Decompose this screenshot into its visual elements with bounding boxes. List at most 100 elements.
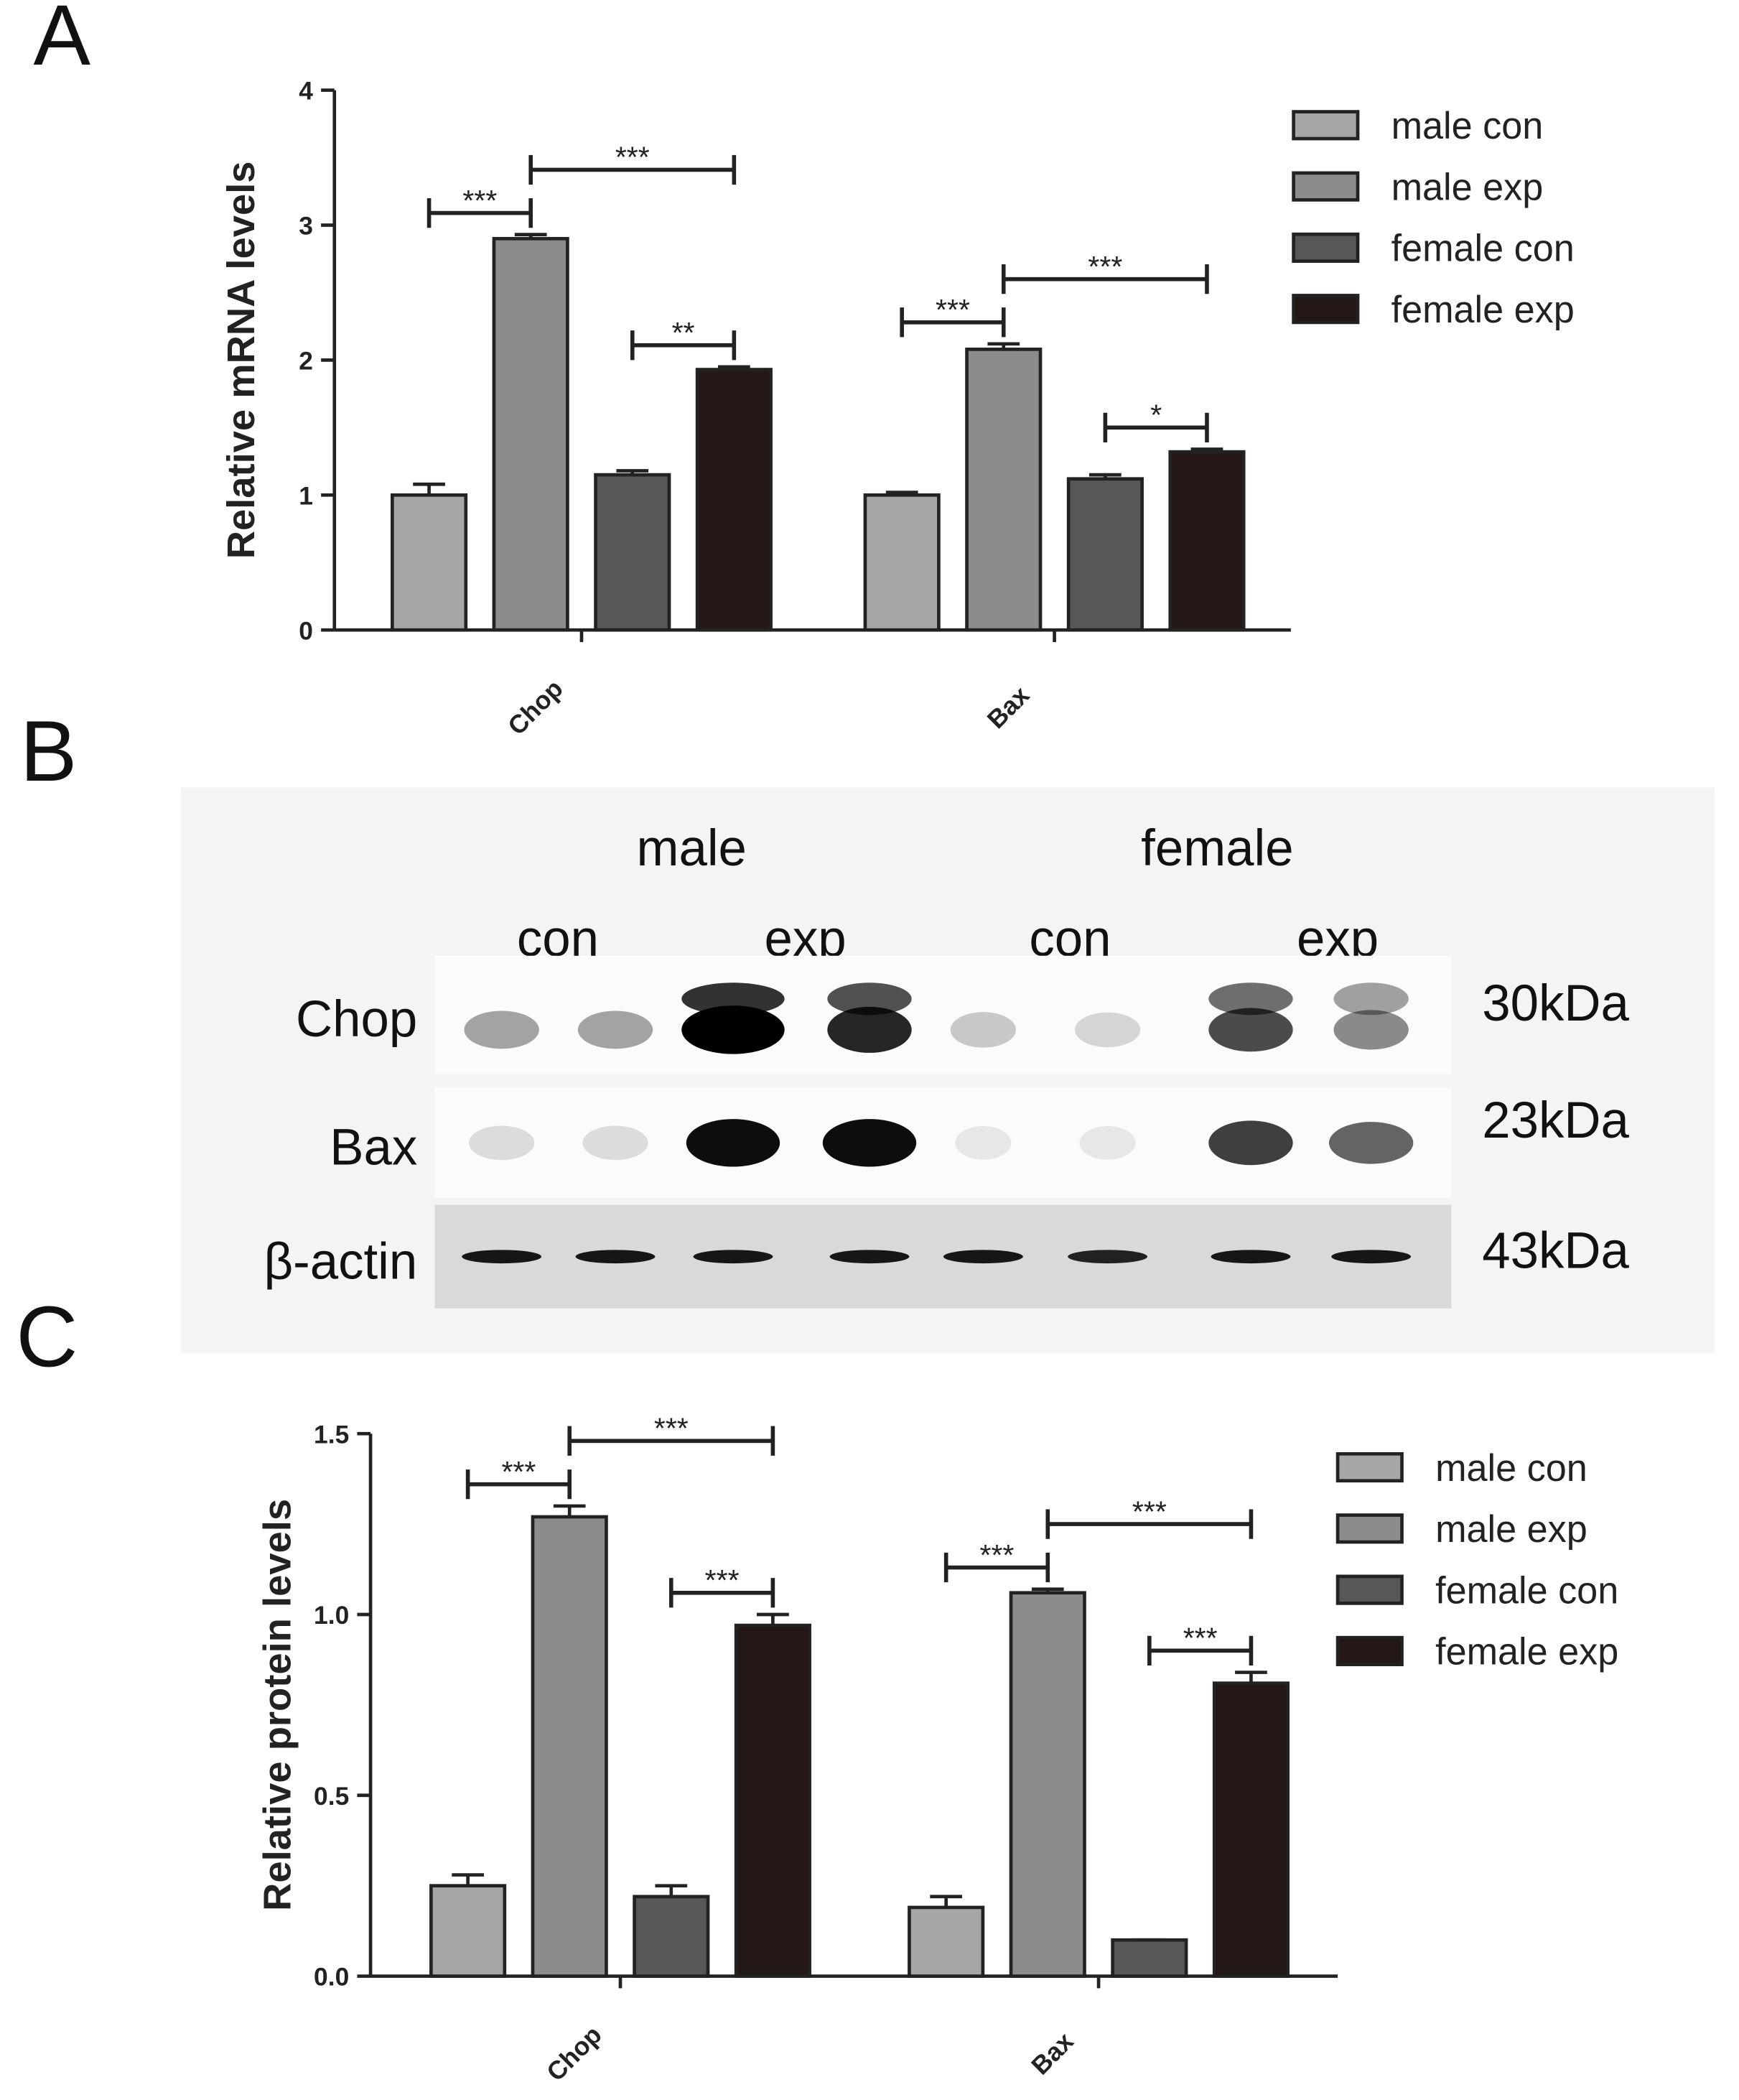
size-label: 23kDa xyxy=(1482,1092,1629,1149)
bracket xyxy=(943,1552,1050,1583)
legend-label: female exp xyxy=(1391,289,1575,331)
error-bar xyxy=(930,1895,963,1908)
blot-band xyxy=(469,1125,535,1161)
group-label: female xyxy=(1141,820,1293,877)
blot-band xyxy=(1211,1250,1291,1264)
panel-letter: B xyxy=(20,704,78,799)
legend-swatch xyxy=(1335,1574,1404,1605)
significance-label: *** xyxy=(462,184,497,217)
legend-swatch xyxy=(1335,1635,1404,1666)
blot-band xyxy=(1208,1008,1293,1052)
error-bar xyxy=(757,1612,789,1626)
blot-band xyxy=(822,1119,917,1167)
legend-label: male exp xyxy=(1435,1509,1588,1551)
bracket xyxy=(567,1426,775,1456)
blot-strip xyxy=(434,955,1452,1074)
bar xyxy=(1168,450,1246,632)
legend-swatch xyxy=(1292,232,1360,263)
bar xyxy=(594,473,671,632)
protein-label: β-actin xyxy=(264,1233,417,1290)
y-tick-label: 0 xyxy=(299,616,313,645)
blot-band xyxy=(1074,1012,1141,1048)
legend-swatch xyxy=(1335,1451,1404,1483)
blot-band xyxy=(1068,1250,1148,1264)
bracket xyxy=(1045,1509,1254,1539)
legend-swatch xyxy=(1292,110,1360,141)
bar xyxy=(695,368,773,632)
legend-label: female con xyxy=(1391,228,1575,269)
blot-band xyxy=(827,1006,912,1053)
blot-band xyxy=(693,1250,773,1264)
blot-band xyxy=(1331,1250,1412,1264)
bracket xyxy=(630,330,737,361)
y-tick-label: 1 xyxy=(299,481,313,510)
x-tick-label: Bax xyxy=(1026,2027,1079,2081)
protein-label: Bax xyxy=(330,1119,417,1176)
bar xyxy=(863,493,941,632)
blot-band xyxy=(943,1250,1023,1264)
bracket xyxy=(465,1469,572,1500)
bar xyxy=(633,1895,710,1978)
significance-label: *** xyxy=(501,1455,536,1488)
blot-band xyxy=(575,1250,656,1264)
blot-band xyxy=(1333,1010,1409,1050)
legend-label: male exp xyxy=(1391,167,1544,208)
y-tick-label: 1.5 xyxy=(314,1420,349,1449)
significance-label: *** xyxy=(1132,1495,1167,1528)
x-tick-label: Chop xyxy=(503,674,569,741)
bar xyxy=(965,348,1043,632)
size-label: 30kDa xyxy=(1482,975,1629,1032)
bracket xyxy=(900,307,1006,338)
bracket xyxy=(1001,264,1209,294)
legend-swatch xyxy=(1292,294,1360,325)
bar xyxy=(1111,1938,1188,1978)
significance-label: *** xyxy=(1183,1621,1218,1654)
group-label: male xyxy=(636,820,746,877)
legend-swatch xyxy=(1292,171,1360,202)
y-tick-label: 2 xyxy=(299,346,313,375)
bracket xyxy=(1103,412,1209,442)
blot-band xyxy=(577,1010,653,1049)
bar xyxy=(1212,1681,1290,1978)
bar xyxy=(492,236,569,632)
blot-band xyxy=(1079,1125,1136,1160)
panel-letter: C xyxy=(16,1289,78,1385)
panel-letter: A xyxy=(34,0,91,83)
bracket xyxy=(426,198,533,228)
blot-band xyxy=(464,1010,539,1049)
legend-label: male con xyxy=(1391,106,1544,147)
blot-band xyxy=(827,982,912,1016)
blot-band xyxy=(1328,1122,1414,1164)
significance-label: *** xyxy=(654,1411,689,1444)
y-tick-label: 0.5 xyxy=(314,1782,349,1811)
significance-label: *** xyxy=(980,1538,1015,1571)
blot-band xyxy=(686,1119,780,1167)
protein-label: Chop xyxy=(296,991,417,1048)
blot-band xyxy=(1333,982,1409,1016)
y-tick-label: 4 xyxy=(299,77,313,106)
legend-label: female exp xyxy=(1435,1632,1618,1673)
bracket xyxy=(528,154,737,185)
significance-label: ** xyxy=(672,316,695,349)
error-bar xyxy=(452,1873,484,1886)
x-tick-label: Chop xyxy=(541,2020,607,2087)
bar xyxy=(908,1905,985,1978)
bar xyxy=(429,1884,507,1978)
y-tick-label: 3 xyxy=(299,212,313,241)
blot-band xyxy=(582,1125,648,1161)
legend-swatch xyxy=(1335,1513,1404,1544)
significance-label: *** xyxy=(936,293,970,326)
error-bar xyxy=(553,1504,586,1518)
blot-band xyxy=(1208,982,1293,1016)
bar xyxy=(734,1623,811,1978)
significance-label: *** xyxy=(1088,250,1122,283)
significance-label: *** xyxy=(615,141,650,174)
bar xyxy=(531,1515,608,1978)
bracket xyxy=(1147,1635,1254,1665)
error-bar xyxy=(655,1884,688,1897)
blot-band xyxy=(681,1005,785,1054)
blot-band xyxy=(462,1250,542,1264)
y-axis-label: Relative protein levels xyxy=(256,1499,299,1911)
blot-band xyxy=(955,1125,1012,1160)
error-bar xyxy=(1235,1671,1267,1683)
